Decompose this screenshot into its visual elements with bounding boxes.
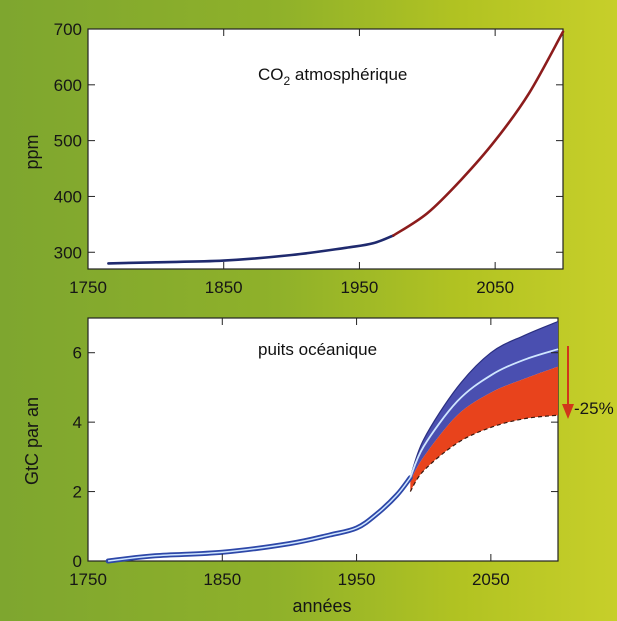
x-tick-label: 1950 (341, 278, 379, 297)
decrease-annotation: -25% (574, 399, 614, 418)
lower-bound-line (409, 414, 559, 492)
bottom-panel-x-ticks: 1750 1850 1950 2050 (69, 318, 510, 589)
co2-projection-line (392, 30, 565, 237)
bottom-panel-plot-area (87, 317, 559, 562)
oceanic-sink-lower-band (410, 366, 558, 492)
top-panel-series (107, 30, 565, 265)
bottom-panel-title: puits océanique (258, 340, 377, 359)
top-panel-plot-area (87, 28, 564, 270)
y-tick-label: 6 (73, 344, 82, 363)
upper-bound-line (409, 320, 559, 478)
y-tick-label: 0 (73, 552, 82, 571)
decrease-arrow-head (562, 404, 574, 419)
y-tick-label: 2 (73, 483, 82, 502)
oceanic-sink-historical-highlight (108, 477, 411, 562)
bottom-panel-y-ticks: 0 2 4 6 (73, 344, 558, 571)
x-tick-label: 1950 (338, 570, 376, 589)
bottom-panel-y-axis-label: GtC par an (22, 397, 42, 485)
top-panel-x-ticks: 1750 1850 1950 2050 (69, 29, 514, 297)
x-tick-label: 1850 (203, 570, 241, 589)
top-panel-title: CO2 atmosphérique (258, 65, 407, 88)
x-tick-label: 2050 (472, 570, 510, 589)
y-tick-label: 400 (54, 187, 82, 206)
oceanic-sink-central-projection (409, 348, 559, 479)
top-panel-y-axis-label: ppm (22, 134, 42, 169)
co2-historical-line (107, 234, 395, 265)
y-tick-label: 300 (54, 243, 82, 262)
bottom-panel-series (105, 320, 559, 564)
y-tick-label: 600 (54, 76, 82, 95)
x-tick-label: 1850 (205, 278, 243, 297)
x-tick-label: 2050 (476, 278, 514, 297)
y-tick-label: 500 (54, 132, 82, 151)
bottom-panel-x-axis-label: années (292, 596, 351, 616)
y-tick-label: 4 (73, 413, 82, 432)
x-tick-label: 1750 (69, 278, 107, 297)
y-tick-label: 700 (54, 20, 82, 39)
top-panel-y-ticks: 300 400 500 600 700 (54, 20, 563, 262)
x-tick-label: 1750 (69, 570, 107, 589)
